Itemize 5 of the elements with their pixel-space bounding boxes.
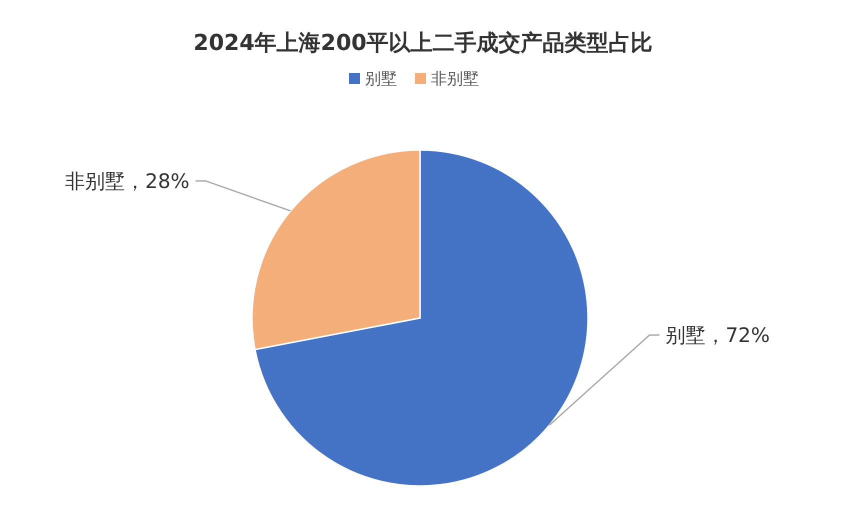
data-label: 别墅，72% xyxy=(665,323,770,348)
chart-title: 2024年上海200平以上二手成交产品类型占比 xyxy=(193,30,653,56)
data-label: 非别墅，28% xyxy=(65,168,190,193)
legend-label: 别墅 xyxy=(365,69,397,88)
legend-label: 非别墅 xyxy=(431,69,479,88)
